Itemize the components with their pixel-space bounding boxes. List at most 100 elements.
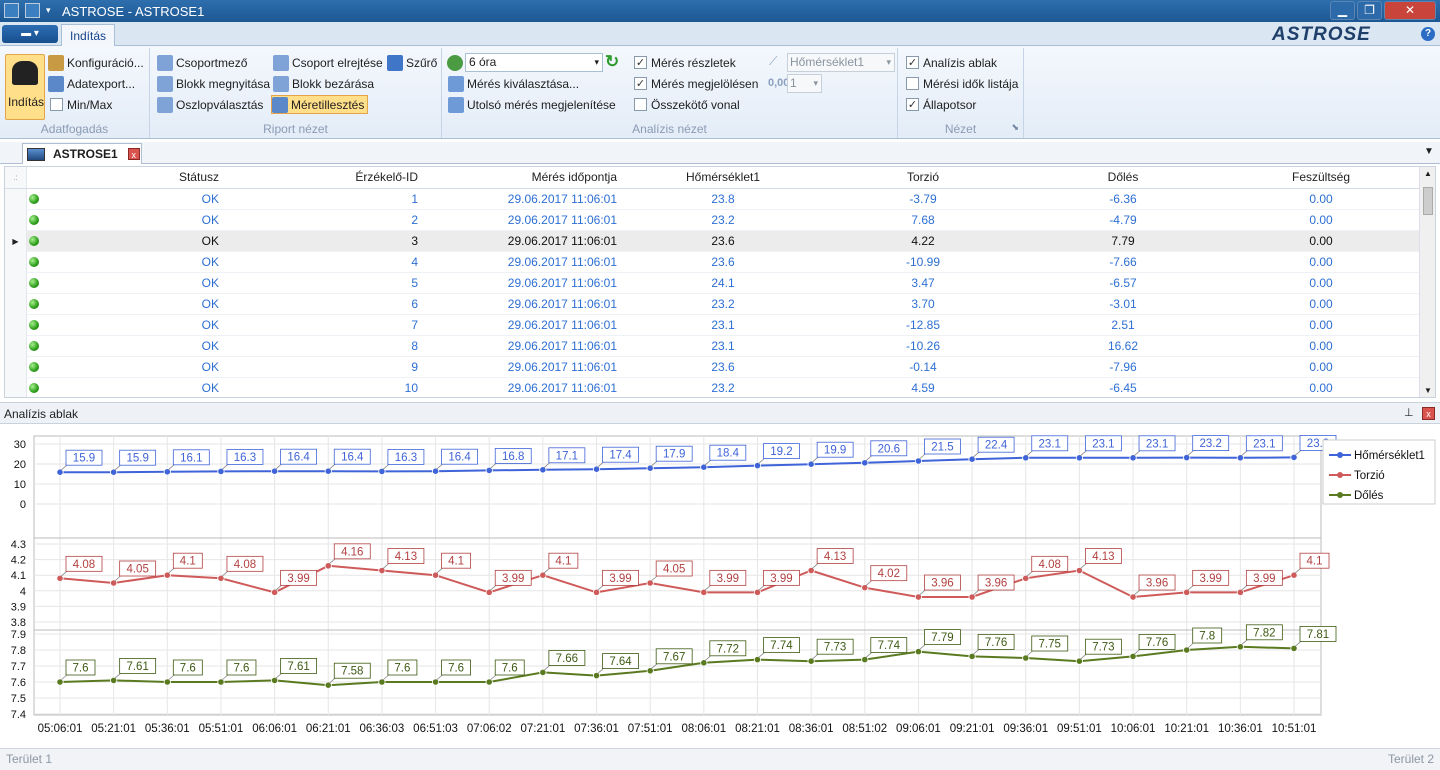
data-label: 7.6 xyxy=(73,663,89,675)
row-selector[interactable] xyxy=(5,252,27,273)
data-label-box xyxy=(548,649,586,666)
data-label-box xyxy=(172,449,210,466)
application-menu-button[interactable]: ▬ ▾ xyxy=(2,25,58,43)
tab-inditas[interactable]: Indítás xyxy=(61,24,115,47)
scroll-up-icon[interactable]: ▲ xyxy=(1424,169,1432,178)
table-row[interactable]: ▶ OK 3 29.06.2017 11:06:01 23.6 4.22 7.79 0.00 xyxy=(5,231,1419,252)
csoportmezo-button[interactable]: Csoportmező xyxy=(157,53,247,72)
table-row[interactable]: OK 1 29.06.2017 11:06:01 23.8 -3.79 -6.36 0.00 xyxy=(5,189,1419,210)
config-button[interactable]: Konfiguráció... xyxy=(48,53,144,72)
column-header-homerseklet1[interactable]: Hőmérséklet1 xyxy=(685,170,761,184)
vertical-scrollbar[interactable]: ▲ ▼ xyxy=(1419,167,1435,397)
row-selector[interactable] xyxy=(5,273,27,294)
data-label: 7.74 xyxy=(878,640,901,652)
meres-megjelolesen-checkbox[interactable]: ✓ Mérés megjelölésen xyxy=(634,76,759,91)
table-row[interactable]: OK 4 29.06.2017 11:06:01 23.6 -10.99 -7.66 0.0… xyxy=(5,252,1419,273)
row-selector[interactable] xyxy=(5,357,27,378)
export-button[interactable]: Adatexport... xyxy=(48,74,135,93)
osszekoto-vonal-check[interactable] xyxy=(634,98,647,111)
szuro-button[interactable]: Szűrő xyxy=(387,53,437,72)
column-header-statusz[interactable]: Státusz xyxy=(178,170,219,184)
sensor-select[interactable]: Hőmérséklet1 ▾ xyxy=(787,53,895,72)
meresi-idok-check[interactable] xyxy=(906,77,919,90)
x-tick-label: 05:06:01 xyxy=(38,723,83,735)
meres-megjelolesen-check[interactable]: ✓ xyxy=(634,77,647,90)
data-label: 4.16 xyxy=(341,546,363,558)
meres-reszletek-check[interactable]: ✓ xyxy=(634,56,647,69)
minimize-button[interactable]: ▁ xyxy=(1330,1,1355,20)
data-label-box xyxy=(1192,627,1223,644)
utolso-meres-button[interactable]: Utolsó mérés megjelenítése xyxy=(448,95,616,114)
minmax-checkbox[interactable]: Min/Max xyxy=(50,95,112,114)
close-tab-icon[interactable]: x xyxy=(127,148,140,160)
table-row[interactable]: OK 5 29.06.2017 11:06:01 24.1 3.47 -6.57 0.00 xyxy=(5,273,1419,294)
allapotsor-checkbox[interactable]: ✓ Állapotsor xyxy=(906,97,977,112)
table-row[interactable]: OK 6 29.06.2017 11:06:01 23.2 3.70 -3.01 0.00 xyxy=(5,294,1419,315)
data-point xyxy=(753,656,762,664)
pin-icon[interactable]: ⊥ xyxy=(1404,407,1414,419)
dialog-launcher-icon[interactable]: ⬊ xyxy=(1011,122,1019,132)
cell-homerseklet1: 23.8 xyxy=(711,192,735,206)
table-row[interactable]: OK 7 29.06.2017 11:06:01 23.1 -12.85 2.51 0.00 xyxy=(5,315,1419,336)
column-header-erzekelo-id[interactable]: Érzékelő-ID xyxy=(355,170,418,184)
table-row[interactable]: OK 9 29.06.2017 11:06:01 23.6 -0.14 -7.96 0.00 xyxy=(5,357,1419,378)
status-led-icon xyxy=(29,320,39,330)
osszekoto-vonal-checkbox[interactable]: Összekötő vonal xyxy=(634,95,740,114)
time-range-select[interactable]: 6 óra ▾ xyxy=(465,53,603,72)
data-label: 19.2 xyxy=(770,446,792,458)
quick-access-dropdown-icon[interactable]: ▾ xyxy=(46,5,51,15)
meresi-idok-checkbox[interactable]: Mérési idők listája xyxy=(906,74,1018,93)
csoport-elrejtese-button[interactable]: Csoport elrejtése xyxy=(273,53,383,72)
analizis-ablak-check[interactable]: ✓ xyxy=(906,56,919,69)
data-label-box xyxy=(1245,435,1283,452)
minmax-check[interactable] xyxy=(50,98,63,111)
grid-header: .: Státusz Érzékelő-ID Mérés időpontja H… xyxy=(5,167,1419,189)
data-label: 17.9 xyxy=(663,449,685,461)
table-row[interactable]: OK 8 29.06.2017 11:06:01 23.1 -10.26 16.62 0.0… xyxy=(5,336,1419,357)
cell-statusz: OK xyxy=(201,381,219,395)
analysis-chart: 30 20 10 0 15.9 15.9 16.1 16.3 16.4 16.4 16.3 16.4 1… xyxy=(11,435,1436,735)
row-selector[interactable] xyxy=(5,315,27,336)
analizis-ablak-checkbox[interactable]: ✓ Analízis ablak xyxy=(906,55,998,70)
x-tick-label: 07:51:01 xyxy=(628,723,673,735)
help-icon[interactable]: ? xyxy=(1421,27,1435,41)
row-selector[interactable] xyxy=(5,378,27,397)
tab-list-dropdown-icon[interactable]: ▼ xyxy=(1424,146,1434,157)
save-icon[interactable] xyxy=(25,3,40,18)
allapotsor-check[interactable]: ✓ xyxy=(906,98,919,111)
table-row[interactable]: OK 2 29.06.2017 11:06:01 23.2 7.68 -4.79 0.00 xyxy=(5,210,1419,231)
close-button[interactable]: ✕ xyxy=(1384,1,1436,20)
document-tab-astrose1[interactable]: ASTROSE1 x xyxy=(22,143,142,164)
row-selector[interactable] xyxy=(5,294,27,315)
row-selector[interactable] xyxy=(5,210,27,231)
data-point xyxy=(324,467,332,475)
blokk-bezarasa-button[interactable]: Blokk bezárása xyxy=(273,74,374,93)
scroll-thumb[interactable] xyxy=(1423,187,1433,215)
table-row[interactable]: OK 10 29.06.2017 11:06:01 23.2 4.59 -6.45 0.00 xyxy=(5,378,1419,397)
data-label-box xyxy=(1031,635,1069,652)
close-panel-icon[interactable]: x xyxy=(1422,407,1435,420)
maximize-button[interactable]: ❐ xyxy=(1357,1,1382,20)
column-header-meres-idopontja[interactable]: Mérés időpontja xyxy=(531,170,617,184)
row-selector[interactable]: ▶ xyxy=(5,231,27,252)
column-header-doles[interactable]: Dőlés xyxy=(1107,170,1139,184)
scroll-down-icon[interactable]: ▼ xyxy=(1424,386,1432,395)
row-selector[interactable] xyxy=(5,189,27,210)
column-header-torzio[interactable]: Torzió xyxy=(906,170,939,184)
cell-meres-idopontja: 29.06.2017 11:06:01 xyxy=(507,255,617,269)
refresh-icon[interactable]: ↻ xyxy=(605,52,620,71)
column-header-feszultseg[interactable]: Feszültség xyxy=(1291,170,1351,184)
decimals-select[interactable]: 1 ▾ xyxy=(787,74,822,93)
data-label: 16.3 xyxy=(395,452,417,464)
oszlopvalasztas-button[interactable]: Oszlopválasztás xyxy=(157,95,263,114)
row-selector[interactable] xyxy=(5,336,27,357)
blokk-megnyitasa-button[interactable]: Blokk megnyitása xyxy=(157,74,270,93)
meretillesztes-button[interactable]: Méretillesztés xyxy=(271,95,369,114)
cell-erzekelo-id: 8 xyxy=(411,339,418,353)
meres-kivalasztasa-button[interactable]: Mérés kiválasztása... xyxy=(448,74,579,93)
start-button[interactable]: Indítás xyxy=(5,54,45,120)
app-icon xyxy=(4,3,19,18)
meres-reszletek-checkbox[interactable]: ✓ Mérés részletek xyxy=(634,55,736,70)
close-block-icon xyxy=(273,75,289,92)
x-tick-label: 05:36:01 xyxy=(145,723,190,735)
